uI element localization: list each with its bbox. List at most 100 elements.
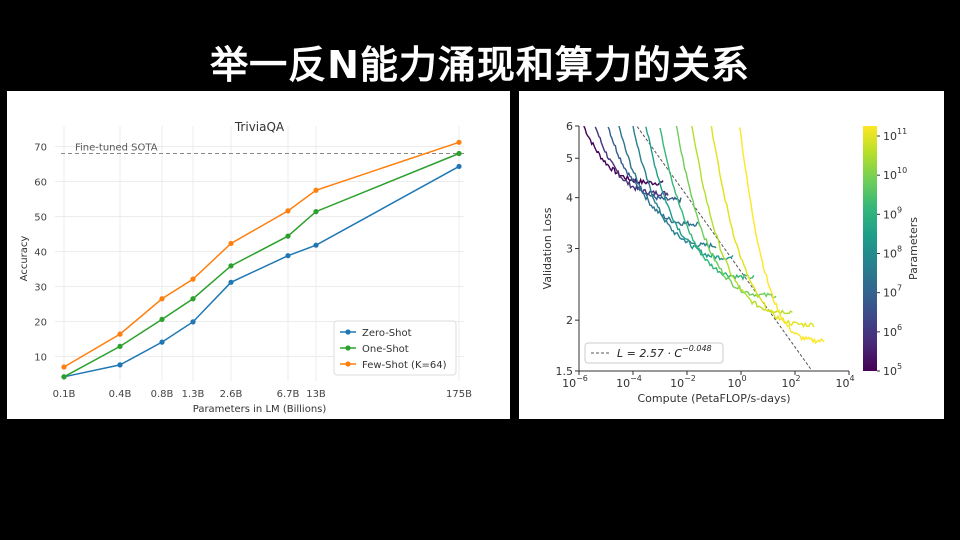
x-axis-label: Compute (PetaFLOP/s-days) — [637, 392, 790, 405]
y-tick-label: 30 — [34, 283, 47, 294]
slide-title: 举一反N能力涌现和算力的关系 — [210, 43, 750, 87]
training-curve-8 — [691, 126, 793, 315]
y-tick-label: 3 — [566, 243, 573, 256]
data-point-0-3 — [190, 319, 196, 325]
colorbar-tick-label: 108 — [883, 245, 902, 261]
colorbar-tick-exponent: 9 — [897, 205, 902, 214]
y-tick-label: 4 — [566, 192, 573, 205]
legend-box — [333, 320, 457, 376]
colorbar-tick-base: 10 — [883, 169, 897, 182]
y-tick-label: 2 — [566, 314, 573, 327]
sota-reference-label: Fine-tuned SOTA — [75, 143, 158, 154]
colorbar-tick-exponent: 5 — [897, 362, 902, 371]
data-point-2-6 — [313, 187, 319, 193]
training-curve-2 — [607, 126, 682, 204]
x-tick-label: 175B — [446, 389, 472, 400]
data-point-1-0 — [61, 374, 67, 380]
y-tick-label: 10 — [34, 353, 47, 364]
series-line-1 — [63, 152, 460, 378]
data-point-0-4 — [228, 279, 234, 285]
x-tick-label: 0.4B — [109, 389, 132, 400]
x-tick-label: 10−4 — [616, 374, 642, 390]
data-point-1-5 — [285, 233, 291, 239]
data-point-1-3 — [190, 296, 196, 302]
data-point-1-2 — [159, 316, 165, 322]
y-axis-label: Validation Loss — [541, 207, 554, 289]
colorbar-label: Parameters — [907, 217, 920, 280]
data-point-1-7 — [456, 150, 462, 157]
legend-label-0: Zero-Shot — [362, 328, 412, 339]
x-tick-label: 0.1B — [53, 389, 76, 400]
scaling-law-chart-panel: 10−6 10−4 10−2 100 102 104 1.5 2 3 4 5 6 Compute (Pe… — [519, 91, 944, 419]
training-curve-7 — [675, 126, 777, 299]
triviaqa-chart: 10 20 30 40 50 60 70 0.1B 0.4B 0.8B 1.3B 2.6B 6.7B 13… — [19, 120, 472, 415]
colorbar-tick-base: 10 — [883, 365, 897, 378]
data-point-2-5 — [285, 208, 291, 214]
series-line-0 — [63, 165, 460, 378]
x-tick-label: 1.3B — [182, 389, 205, 400]
x-tick-label: 10−6 — [562, 374, 588, 390]
colorbar-tick-base: 10 — [883, 248, 897, 261]
colorbar-tick-base: 10 — [883, 326, 897, 339]
data-point-0-2 — [159, 339, 165, 345]
x-tick-label: 100 — [727, 374, 746, 390]
chart-title: TriviaQA — [234, 120, 285, 134]
y-axis-label: Accuracy — [19, 236, 30, 282]
x-tick-exponent: −4 — [630, 374, 642, 383]
x-tick-label: 2.6B — [220, 389, 243, 400]
data-point-1-6 — [313, 209, 319, 215]
series-line-2 — [63, 141, 460, 368]
x-tick-exponent: 2 — [795, 374, 800, 383]
colorbar-tick-label: 1010 — [883, 166, 907, 182]
x-tick-exponent: −2 — [684, 374, 696, 383]
colorbar-tick-exponent: 10 — [897, 166, 907, 175]
fit-legend-label: L = 2.57 · C−0.048 — [617, 344, 712, 360]
x-tick-base: 10 — [781, 377, 795, 390]
legend-label-1: One-Shot — [362, 344, 409, 355]
training-curve-10 — [739, 127, 825, 345]
data-point-1-4 — [228, 263, 234, 269]
training-curve-0 — [583, 126, 664, 186]
y-tick-label: 40 — [34, 248, 47, 259]
colorbar-tick-exponent: 8 — [897, 245, 902, 254]
x-tick-base: 10 — [727, 377, 741, 390]
y-tick-label: 60 — [34, 178, 47, 189]
colorbar-tick-base: 10 — [883, 287, 897, 300]
y-tick-label: 20 — [34, 318, 47, 329]
training-curve-6 — [659, 127, 755, 281]
x-tick-label: 6.7B — [277, 389, 300, 400]
data-point-2-3 — [190, 276, 196, 282]
colorbar-tick-base: 10 — [883, 208, 897, 221]
data-point-1-1 — [117, 343, 123, 349]
data-point-0-5 — [285, 253, 291, 259]
colorbar — [863, 126, 877, 371]
training-curve-9 — [710, 126, 815, 328]
training-curve-4 — [632, 126, 717, 250]
data-point-2-1 — [117, 331, 123, 337]
colorbar-tick-exponent: 6 — [897, 323, 902, 332]
x-tick-label: 0.8B — [151, 389, 174, 400]
x-tick-label: 10−2 — [670, 374, 696, 390]
y-tick-label: 1.5 — [556, 365, 574, 378]
legend-marker-0 — [345, 329, 351, 335]
colorbar-tick-label: 106 — [883, 323, 902, 339]
x-tick-exponent: 4 — [849, 374, 854, 383]
triviaqa-chart-panel: 10 20 30 40 50 60 70 0.1B 0.4B 0.8B 1.3B 2.6B 6.7B 13… — [7, 91, 510, 419]
y-tick-label: 6 — [566, 120, 573, 133]
x-axis-label: Parameters in LM (Billions) — [193, 404, 327, 415]
data-point-2-7 — [456, 139, 462, 145]
x-tick-base: 10 — [835, 377, 849, 390]
x-tick-exponent: −6 — [576, 374, 588, 383]
fit-equation: L = 2.57 · C — [617, 347, 682, 360]
colorbar-tick-label: 109 — [883, 205, 902, 221]
fit-legend-box — [584, 342, 724, 364]
plot-series-group — [583, 126, 825, 371]
x-tick-label: 104 — [835, 374, 854, 390]
y-tick-label: 5 — [566, 152, 573, 165]
colorbar-tick-label: 107 — [883, 284, 902, 300]
legend-label-2: Few-Shot (K=64) — [362, 360, 447, 371]
fit-exponent: −0.048 — [682, 344, 712, 353]
x-tick-exponent: 0 — [741, 374, 746, 383]
y-tick-label: 70 — [34, 143, 47, 154]
